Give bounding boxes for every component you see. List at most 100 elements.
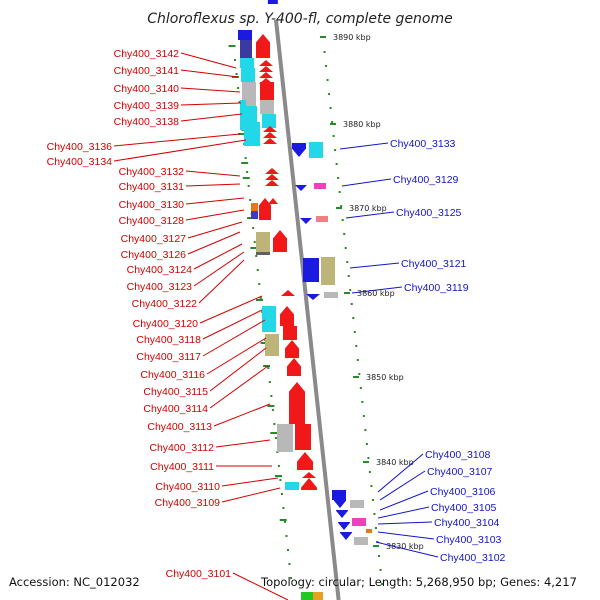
right-track-dot: [328, 93, 331, 95]
right-track-dot: [340, 205, 343, 207]
reverse-gene: [306, 294, 320, 300]
left-track-dot: [288, 563, 291, 565]
reverse-gene: [295, 185, 307, 191]
forward-gene-chevron: [259, 66, 273, 72]
gene-label-right: Chy400_3121: [401, 258, 467, 270]
scale-label: 3860 kbp: [357, 289, 395, 298]
right-track-dot: [379, 569, 382, 571]
gene-label-left: Chy400_3139: [114, 100, 180, 112]
label-connector-right: [377, 531, 435, 540]
minor-tick: [242, 177, 250, 179]
scale-label: 3850 kbp: [366, 373, 404, 382]
forward-gene: [283, 326, 297, 340]
forward-gene-chevron: [263, 126, 277, 132]
left-track-dot: [271, 409, 274, 411]
label-layer: Chy400_3142 Chy400_3141 Chy400_3140 Chy400_…: [47, 48, 506, 580]
label-connector-left: [202, 309, 263, 340]
reverse-gene: [336, 510, 348, 518]
reverse-gene: [334, 500, 346, 508]
left-track-dot: [255, 255, 258, 257]
label-connector-left: [113, 133, 241, 147]
scale-layer: 3890 kbp 3880 kbp 3870 kbp 3860 kbp 3850 kbp…: [228, 33, 424, 585]
right-track-dot: [344, 247, 347, 249]
minor-tick: [270, 432, 278, 434]
gene-label-left: Chy400_3117: [136, 351, 201, 363]
scale-tick: [373, 545, 379, 547]
forward-gene-chevron: [265, 174, 279, 180]
gene-block: [301, 592, 313, 600]
gene-label-right: Chy400_3106: [430, 486, 496, 498]
minor-tick: [250, 247, 258, 249]
gene-block: [262, 306, 276, 332]
forward-gene: [297, 452, 313, 470]
gene-label-left: Chy400_3131: [119, 181, 185, 193]
right-track-dot: [362, 415, 365, 417]
gene-block: [285, 482, 299, 490]
gene-block: [352, 518, 366, 526]
gene-block: [277, 424, 293, 452]
label-connector-left: [202, 319, 266, 357]
right-track-dot: [338, 191, 341, 193]
feature-layer: [238, 30, 372, 600]
gene-label-left: Chy400_3113: [147, 421, 212, 433]
gene-label-right: Chy400_3102: [440, 552, 506, 564]
right-track-dot: [334, 149, 337, 151]
left-track-dot: [244, 157, 247, 159]
reverse-gene: [300, 218, 312, 224]
label-connector-left: [206, 337, 267, 375]
right-track-dot: [355, 345, 358, 347]
left-track-dot: [256, 269, 259, 271]
left-track-dot: [258, 283, 261, 285]
scale-label: 3840 kbp: [376, 458, 414, 467]
gene-label-left: Chy400_3101: [166, 568, 232, 580]
label-connector-right: [351, 286, 403, 294]
gene-label-left: Chy400_3109: [155, 497, 221, 509]
right-track-dot: [326, 79, 329, 81]
label-connector-right: [375, 541, 439, 558]
right-track-dot: [325, 65, 328, 67]
gene-label-left: Chy400_3128: [119, 215, 185, 227]
gene-block: [240, 40, 252, 58]
right-track-dot: [349, 289, 352, 291]
minor-tick: [260, 342, 268, 344]
left-track-dot: [259, 297, 262, 299]
scale-label: 3830 kbp: [386, 542, 424, 551]
label-connector-right: [377, 521, 433, 525]
gene-label-left: Chy400_3138: [114, 116, 180, 128]
gene-label-left: Chy400_3115: [143, 386, 208, 398]
chromosome-backbone: [274, 19, 341, 600]
gene-label-left: Chy400_3130: [119, 199, 185, 211]
right-track-dot: [347, 275, 350, 277]
forward-gene: [295, 424, 311, 450]
scale-label: 3890 kbp: [333, 33, 371, 42]
left-track-dot: [282, 507, 285, 509]
minor-tick: [247, 217, 255, 219]
gene-block: [309, 142, 323, 158]
gene-label-left: Chy400_3111: [150, 461, 214, 473]
label-connector-left: [215, 439, 271, 448]
right-track-dot: [323, 51, 326, 53]
label-connector-left: [193, 243, 243, 270]
reverse-gene: [340, 532, 352, 540]
gene-block: [354, 537, 368, 545]
right-track-dot: [337, 177, 340, 179]
right-track-dot: [367, 457, 370, 459]
right-track-dot: [380, 583, 383, 585]
gene-label-right: Chy400_3125: [396, 207, 462, 219]
gene-label-left: Chy400_3142: [114, 48, 180, 60]
left-track-dot: [249, 199, 252, 201]
label-connector-right: [339, 142, 389, 150]
forward-gene-chevron: [263, 138, 277, 144]
gene-label-right: Chy400_3107: [427, 466, 493, 478]
gene-label-left: Chy400_3134: [47, 156, 113, 168]
top-edge-feature: [267, 0, 278, 4]
label-connector-left: [187, 231, 241, 255]
minor-tick: [255, 299, 263, 301]
gene-label-left: Chy400_3136: [47, 141, 113, 153]
forward-gene: [280, 306, 294, 326]
minor-tick: [241, 162, 249, 164]
label-connector-left: [180, 102, 242, 106]
gene-label-right: Chy400_3108: [425, 449, 491, 461]
minor-tick: [279, 519, 287, 521]
